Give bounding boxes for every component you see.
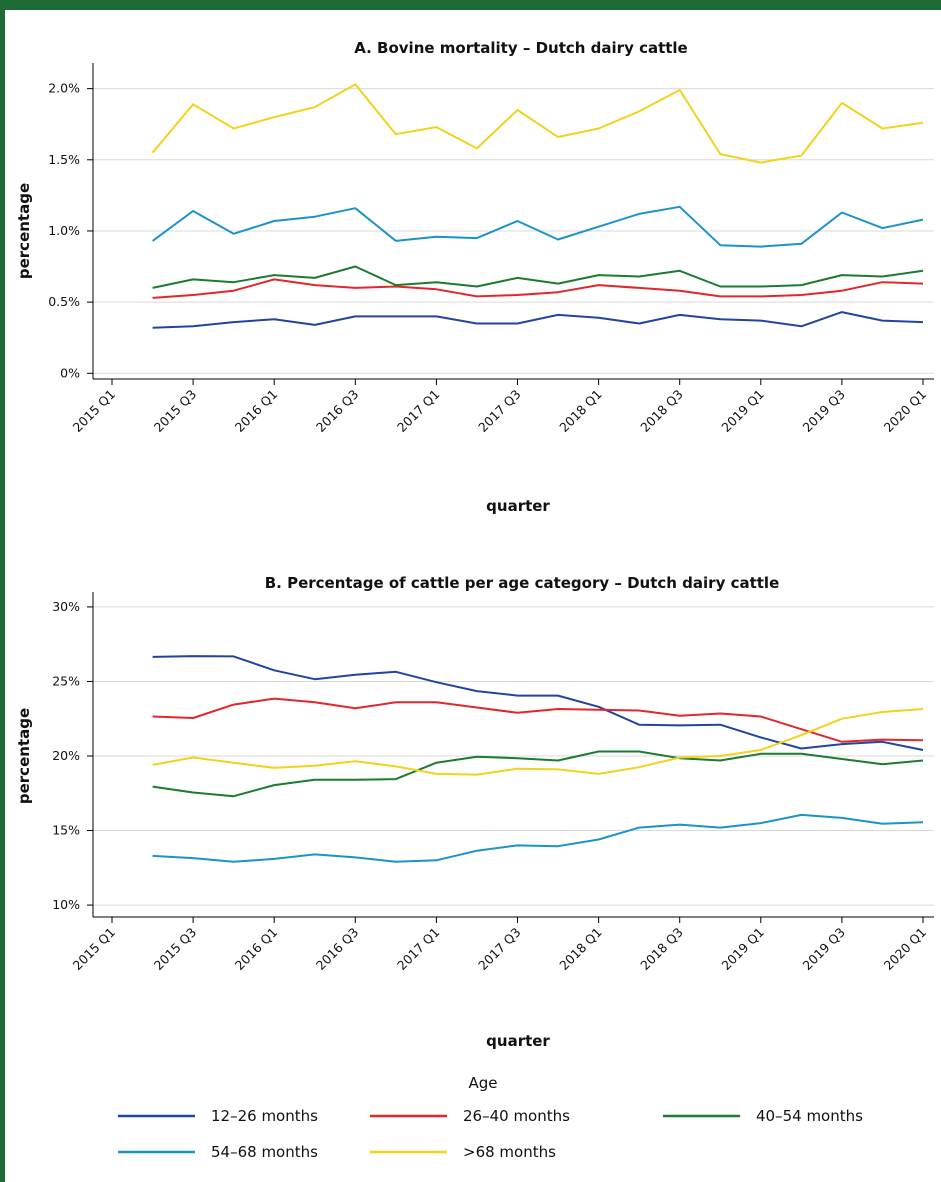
chart-a-x-tick-label: 2017 Q3 xyxy=(475,387,523,435)
legend-label: 40–54 months xyxy=(756,1107,863,1125)
chart-a-x-tick-label: 2016 Q3 xyxy=(313,387,361,435)
chart-b-gridlines xyxy=(93,606,934,906)
chart-b-x-axis: 2015 Q1 2015 Q3 2016 Q1 2016 Q3 2017 Q1 2017 … xyxy=(70,917,929,973)
chart-b-x-tick-label: 2020 Q1 xyxy=(881,925,929,973)
legend-item-68-months: >68 months xyxy=(370,1143,556,1161)
chart-b-title: B. Percentage of cattle per age category… xyxy=(265,574,780,592)
chart-a-x-tick-label: 2016 Q1 xyxy=(232,387,280,435)
chart-a-y-tick-label: 2.0% xyxy=(48,81,80,96)
chart-a-title: A. Bovine mortality – Dutch dairy cattle xyxy=(354,39,688,57)
chart-b-series xyxy=(152,655,924,863)
chart-b-x-tick-label: 2017 Q1 xyxy=(394,925,442,973)
legend-title: Age xyxy=(468,1074,497,1092)
chart-b-x-tick-label: 2016 Q3 xyxy=(313,925,361,973)
chart-a-series-line-12-26-months xyxy=(152,311,924,329)
chart-a-y-tick-label: 0% xyxy=(60,365,80,380)
legend-label: >68 months xyxy=(463,1143,556,1161)
chart-a-x-tick-label: 2019 Q1 xyxy=(718,387,766,435)
chart-a-series-line-54-68-months xyxy=(152,205,924,248)
chart-b-y-tick-label: 20% xyxy=(52,748,80,763)
chart-b-series-line-54-68-months xyxy=(152,813,924,863)
chart-a-x-tick-label: 2015 Q3 xyxy=(151,387,199,435)
chart-b-x-tick-label: 2019 Q3 xyxy=(800,925,848,973)
legend-label: 26–40 months xyxy=(463,1107,570,1125)
chart-b-x-tick-label: 2017 Q3 xyxy=(475,925,523,973)
chart-b-x-axis-title: quarter xyxy=(486,1032,550,1050)
chart-a-series-line-26-40-months xyxy=(152,278,924,299)
chart-b-series-line-26-40-months xyxy=(152,697,924,743)
chart-a-series xyxy=(151,83,924,329)
legend-items: 12–26 months 26–40 months 40–54 months 54–6… xyxy=(118,1107,863,1161)
chart-b-series-line-40-54-months xyxy=(152,750,924,798)
chart-a-x-axis-title: quarter xyxy=(486,497,550,515)
chart-b-y-axis-title: percentage xyxy=(15,708,33,804)
chart-b-series-line-12-26-months xyxy=(152,655,924,751)
legend-item-40-54-months: 40–54 months xyxy=(663,1107,863,1125)
chart-b-x-tick-label: 2019 Q1 xyxy=(718,925,766,973)
chart-a-x-tick-label: 2019 Q3 xyxy=(800,387,848,435)
chart-a-x-tick-label: 2015 Q1 xyxy=(70,387,118,435)
chart-a-series-line-68-months xyxy=(151,83,924,164)
chart-b: B. Percentage of cattle per age category… xyxy=(15,574,934,1050)
legend-label: 54–68 months xyxy=(211,1143,318,1161)
chart-b-y-axis: 10% 15% 20% 25% 30% xyxy=(52,599,93,912)
chart-a-y-axis-title: percentage xyxy=(15,183,33,279)
chart-b-x-tick-label: 2015 Q1 xyxy=(70,925,118,973)
chart-a-y-tick-label: 1.5% xyxy=(48,152,80,167)
chart-a-x-axis: 2015 Q1 2015 Q3 2016 Q1 2016 Q3 2017 Q1 2017 … xyxy=(70,379,929,435)
chart-b-y-tick-label: 10% xyxy=(52,897,80,912)
chart-b-y-tick-label: 30% xyxy=(52,599,80,614)
chart-a-x-tick-label: 2017 Q1 xyxy=(394,387,442,435)
chart-a: A. Bovine mortality – Dutch dairy cattle… xyxy=(15,39,934,515)
frame-left-bar xyxy=(0,10,5,1182)
chart-b-series-line-68-months xyxy=(152,708,924,776)
legend-item-12-26-months: 12–26 months xyxy=(118,1107,318,1125)
chart-a-series-line-40-54-months xyxy=(152,265,924,289)
chart-a-x-tick-label: 2020 Q1 xyxy=(881,387,929,435)
legend: Age 12–26 months 26–40 months 40–54 months… xyxy=(118,1074,863,1161)
chart-b-y-tick-label: 15% xyxy=(52,823,80,838)
frame-top-bar xyxy=(0,0,941,10)
chart-a-x-tick-label: 2018 Q3 xyxy=(637,387,685,435)
chart-a-gridlines xyxy=(93,88,934,374)
chart-b-y-tick-label: 25% xyxy=(52,673,80,688)
chart-a-y-axis: 0% 0.5% 1.0% 1.5% 2.0% xyxy=(48,81,93,380)
legend-item-54-68-months: 54–68 months xyxy=(118,1143,318,1161)
chart-b-x-tick-label: 2015 Q3 xyxy=(151,925,199,973)
chart-b-x-tick-label: 2016 Q1 xyxy=(232,925,280,973)
chart-a-y-tick-label: 0.5% xyxy=(48,294,80,309)
legend-label: 12–26 months xyxy=(211,1107,318,1125)
chart-a-y-tick-label: 1.0% xyxy=(48,223,80,238)
chart-b-x-tick-label: 2018 Q1 xyxy=(556,925,604,973)
chart-b-x-tick-label: 2018 Q3 xyxy=(637,925,685,973)
legend-item-26-40-months: 26–40 months xyxy=(370,1107,570,1125)
chart-a-x-tick-label: 2018 Q1 xyxy=(556,387,604,435)
